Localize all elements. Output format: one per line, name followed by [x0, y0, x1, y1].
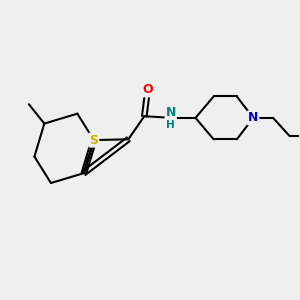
Text: O: O: [142, 83, 153, 96]
Text: N: N: [166, 106, 176, 119]
Text: H: H: [167, 120, 175, 130]
Text: N: N: [248, 111, 259, 124]
Text: S: S: [89, 134, 98, 147]
